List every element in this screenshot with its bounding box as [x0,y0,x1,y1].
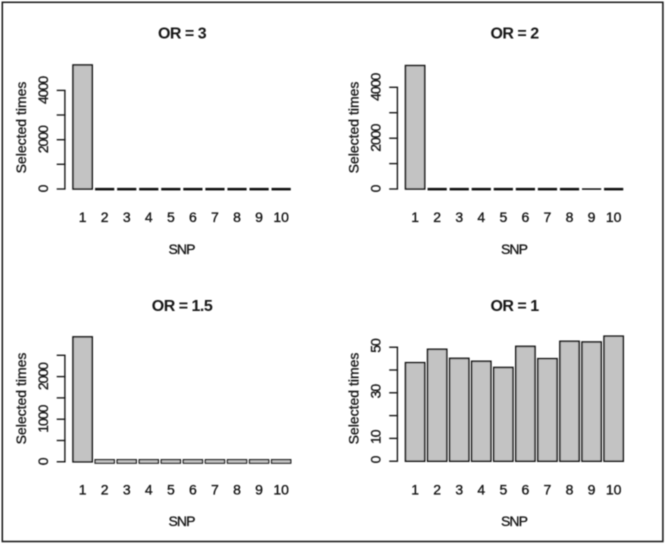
svg-text:0: 0 [368,455,384,463]
svg-text:2000: 2000 [35,362,51,390]
svg-text:6: 6 [522,209,530,225]
svg-text:4: 4 [145,209,153,225]
svg-text:3: 3 [455,209,463,225]
svg-text:SNP: SNP [501,513,528,529]
svg-text:10: 10 [606,209,622,225]
svg-text:1: 1 [79,482,87,498]
svg-text:Selected times: Selected times [345,82,361,174]
svg-text:8: 8 [233,209,241,225]
svg-text:3: 3 [123,209,131,225]
svg-text:4000: 4000 [35,76,51,104]
svg-text:8: 8 [566,209,574,225]
svg-text:SNP: SNP [168,513,195,529]
svg-text:6: 6 [189,209,197,225]
svg-text:OR = 1.5: OR = 1.5 [152,298,213,315]
svg-text:1000: 1000 [35,404,51,432]
svg-text:5: 5 [167,209,175,225]
svg-text:6: 6 [189,482,197,498]
svg-text:SNP: SNP [501,241,528,257]
svg-text:0: 0 [368,184,384,192]
svg-text:7: 7 [544,209,552,225]
svg-text:9: 9 [588,209,596,225]
svg-text:OR = 1: OR = 1 [490,298,539,315]
svg-text:3: 3 [455,482,463,498]
svg-text:7: 7 [211,482,219,498]
svg-text:Selected times: Selected times [13,353,29,445]
svg-text:7: 7 [211,209,219,225]
svg-text:5: 5 [499,209,507,225]
svg-text:10: 10 [273,209,289,225]
svg-text:2: 2 [433,209,441,225]
svg-text:2: 2 [101,209,109,225]
svg-text:Selected times: Selected times [13,82,29,174]
svg-text:10: 10 [273,482,289,498]
svg-text:10: 10 [368,429,384,444]
svg-text:10: 10 [606,482,622,498]
svg-text:50: 50 [368,338,384,353]
svg-text:30: 30 [368,384,384,399]
svg-text:2000: 2000 [368,123,384,151]
svg-text:1: 1 [79,209,87,225]
svg-text:7: 7 [544,482,552,498]
svg-text:4: 4 [477,209,485,225]
svg-text:9: 9 [255,482,263,498]
svg-text:0: 0 [35,457,51,465]
svg-text:1: 1 [411,209,419,225]
svg-text:5: 5 [167,482,175,498]
svg-text:4000: 4000 [368,73,384,101]
svg-text:2: 2 [101,482,109,498]
svg-text:9: 9 [255,209,263,225]
svg-text:1: 1 [411,482,419,498]
svg-text:OR = 2: OR = 2 [490,26,539,43]
svg-text:6: 6 [522,482,530,498]
svg-text:Selected times: Selected times [345,353,361,445]
svg-text:2: 2 [433,482,441,498]
svg-text:8: 8 [233,482,241,498]
svg-text:OR = 3: OR = 3 [158,26,207,43]
svg-text:2000: 2000 [35,125,51,153]
svg-text:8: 8 [566,482,574,498]
svg-text:3: 3 [123,482,131,498]
svg-text:5: 5 [499,482,507,498]
svg-text:4: 4 [477,482,485,498]
svg-text:0: 0 [35,184,51,192]
svg-text:SNP: SNP [168,241,195,257]
svg-text:9: 9 [588,482,596,498]
svg-text:4: 4 [145,482,153,498]
